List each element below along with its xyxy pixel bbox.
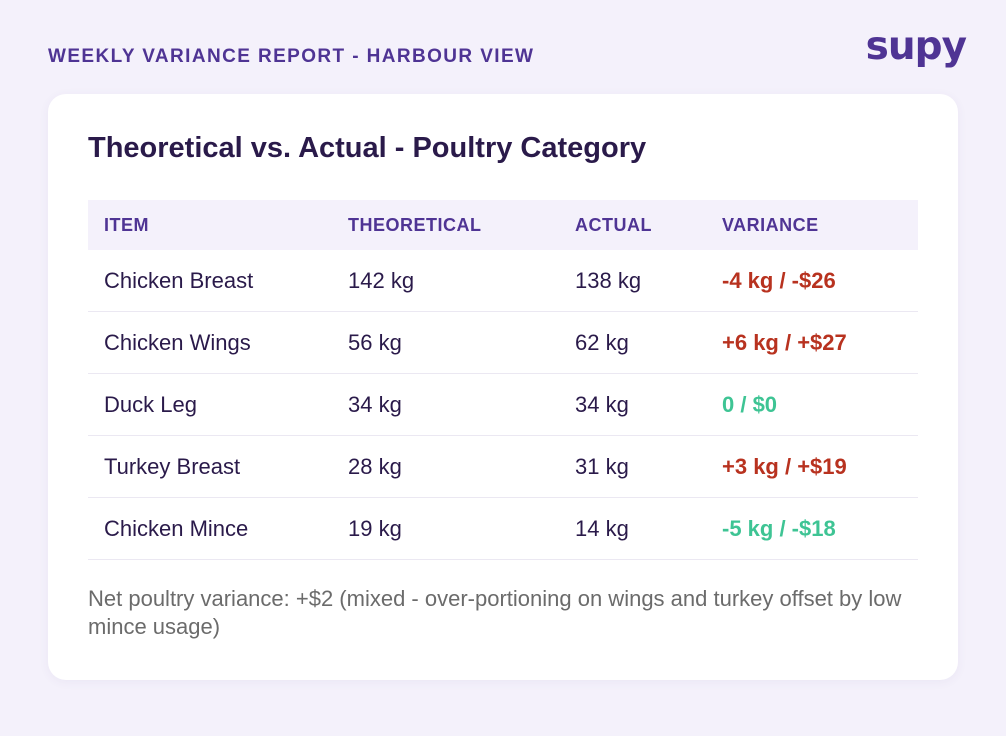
item-cell: Chicken Wings (104, 329, 251, 355)
table-row: Chicken Wings 56 kg 62 kg +6 kg / +$27 (88, 312, 918, 374)
column-header-theoretical: THEORETICAL (348, 214, 482, 235)
actual-cell: 62 kg (575, 329, 629, 355)
variance-cell: +6 kg / +$27 (722, 329, 847, 355)
theoretical-cell: 142 kg (348, 267, 415, 293)
theoretical-cell: 56 kg (348, 329, 402, 355)
actual-cell: 14 kg (575, 515, 629, 541)
column-header-item: ITEM (104, 214, 149, 235)
column-header-actual: ACTUAL (575, 214, 652, 235)
card-title: Theoretical vs. Actual - Poultry Categor… (88, 132, 647, 164)
actual-cell: 31 kg (575, 453, 629, 479)
item-cell: Turkey Breast (104, 453, 241, 479)
table-row: Turkey Breast 28 kg 31 kg +3 kg / +$19 (88, 436, 918, 498)
column-header-variance: VARIANCE (722, 214, 819, 235)
report-title: WEEKLY VARIANCE REPORT - HARBOUR VIEW (48, 46, 535, 67)
table-header: ITEM THEORETICAL ACTUAL VARIANCE (88, 200, 918, 250)
table-row: Chicken Breast 142 kg 138 kg -4 kg / -$2… (88, 250, 918, 312)
variance-cell: -5 kg / -$18 (722, 515, 836, 541)
net-variance-note: Net poultry variance: +$2 (mixed - over-… (88, 586, 902, 639)
actual-cell: 34 kg (575, 391, 629, 417)
actual-cell: 138 kg (575, 267, 642, 293)
item-cell: Chicken Mince (104, 515, 249, 541)
variance-cell: -4 kg / -$26 (722, 267, 836, 293)
table-row: Chicken Mince 19 kg 14 kg -5 kg / -$18 (88, 498, 918, 560)
table-row: Duck Leg 34 kg 34 kg 0 / $0 (88, 374, 918, 436)
variance-table: ITEM THEORETICAL ACTUAL VARIANCE Chicken… (88, 200, 918, 560)
theoretical-cell: 34 kg (348, 391, 402, 417)
theoretical-cell: 19 kg (348, 515, 402, 541)
item-cell: Chicken Breast (104, 267, 254, 293)
item-cell: Duck Leg (104, 391, 197, 417)
variance-card: Theoretical vs. Actual - Poultry Categor… (48, 94, 958, 680)
theoretical-cell: 28 kg (348, 453, 402, 479)
variance-cell: +3 kg / +$19 (722, 453, 847, 479)
supy-logo: supy (865, 24, 967, 69)
variance-cell: 0 / $0 (722, 391, 778, 417)
